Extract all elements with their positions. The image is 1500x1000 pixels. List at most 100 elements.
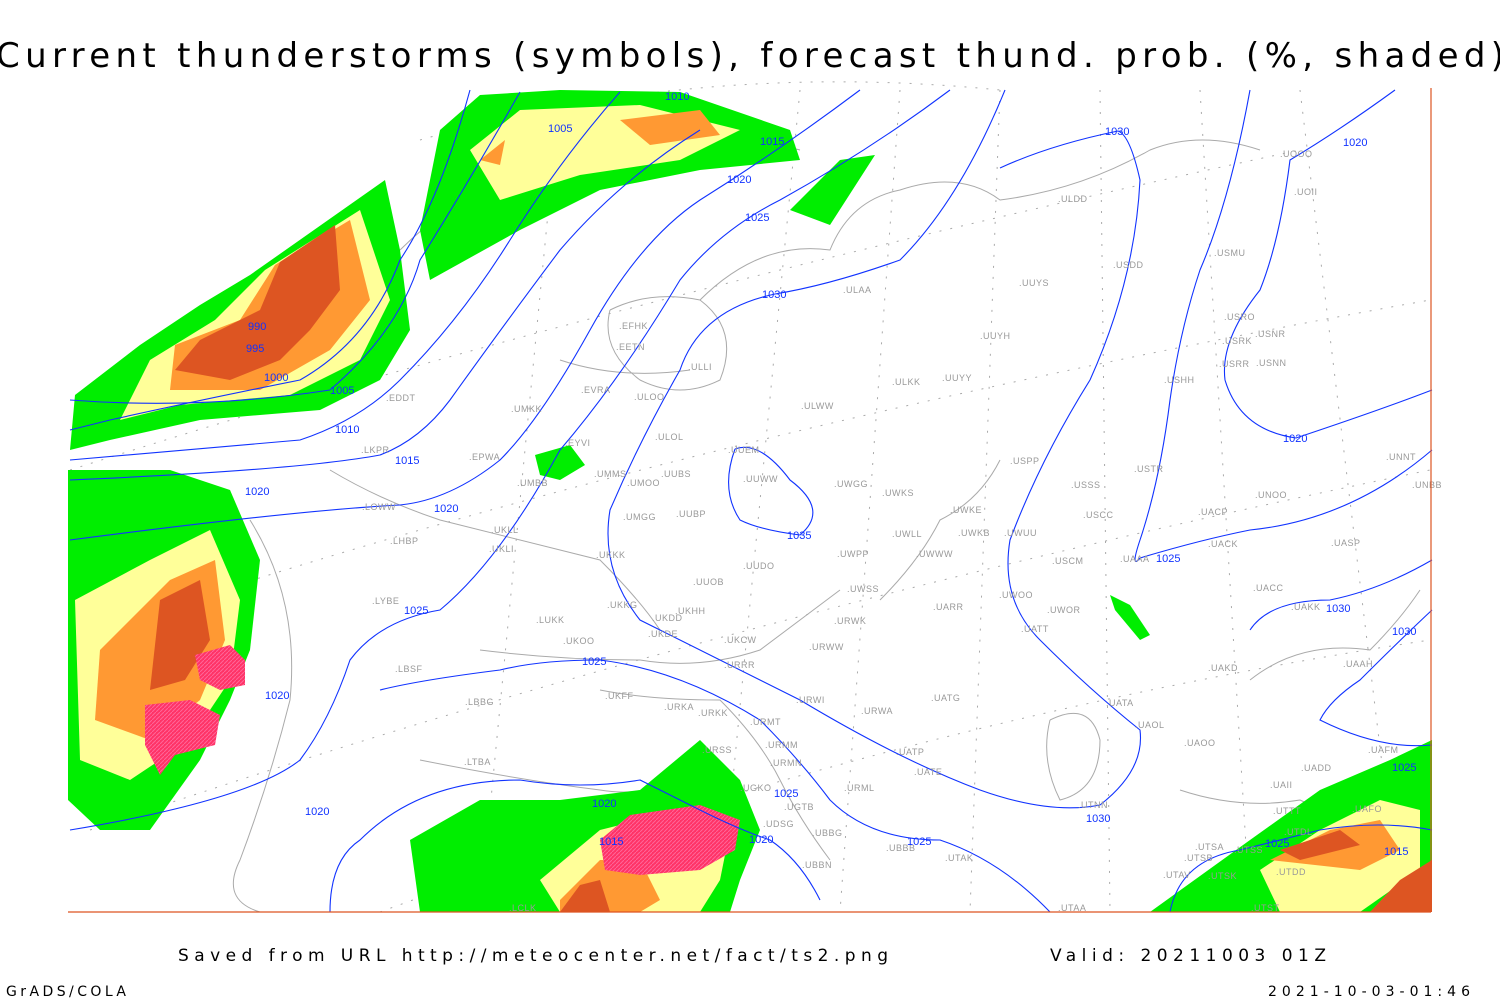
isobar-label: 1025	[582, 656, 606, 668]
station-label: .UAFO	[1352, 804, 1382, 814]
station-label: .USMU	[1214, 248, 1246, 258]
station-label: .URRR	[724, 660, 755, 670]
station-label: .UMKK	[511, 404, 542, 414]
station-label: .URML	[844, 783, 875, 793]
station-label: .UBBN	[802, 860, 832, 870]
station-label: .UWUU	[1004, 528, 1037, 538]
station-label: .URWK	[834, 616, 866, 626]
station-label: .USTR	[1134, 464, 1164, 474]
station-label: .USRK	[1222, 336, 1252, 346]
coastline	[599, 689, 831, 861]
isobar-label: 1000	[264, 372, 288, 384]
isobar-line	[1319, 609, 1433, 747]
station-label: .UTSA	[1195, 842, 1224, 852]
probability-area-level-4	[150, 580, 210, 690]
probability-area-level-3	[620, 110, 720, 145]
station-label: .EYVI	[565, 438, 591, 448]
station-label: .UBBB	[886, 843, 916, 853]
station-label: .UNNT	[1386, 452, 1416, 462]
station-label: .LKPR	[361, 445, 390, 455]
station-label: .URSS	[702, 745, 732, 755]
isobar-label: 1020	[592, 798, 616, 810]
probability-area-level-3	[480, 140, 505, 165]
station-label: .UATP	[896, 747, 924, 757]
station-label: .UARR	[933, 602, 964, 612]
station-label: .URWW	[809, 642, 844, 652]
source-url-text: Saved from URL http://meteocenter.net/fa…	[178, 946, 888, 966]
isobar-label: 1015	[1384, 846, 1408, 858]
station-label: .ULKK	[892, 377, 921, 387]
station-label: .UATG	[931, 693, 960, 703]
station-label: .UWKB	[958, 528, 990, 538]
station-label: .UTNN	[1078, 800, 1108, 810]
station-label: .LUKK	[536, 615, 565, 625]
station-label: .UKHH	[675, 606, 706, 616]
isobar-label: 1030	[1105, 126, 1129, 138]
isobar-label: 1020	[749, 834, 773, 846]
coastline	[879, 459, 1001, 601]
station-label: .USRR	[1219, 359, 1250, 369]
isobar-line	[728, 446, 814, 536]
station-label: .USNN	[1256, 358, 1287, 368]
station-label: .EETN	[616, 342, 645, 352]
isobar-label: 1020	[1283, 433, 1307, 445]
station-label: .USNR	[1255, 329, 1286, 339]
isobar-label: 1030	[1326, 603, 1350, 615]
station-label: .UUBS	[661, 469, 691, 479]
station-label: .URWA	[861, 706, 893, 716]
station-label: .UKLI	[489, 544, 514, 554]
station-label: .UTDL	[1284, 827, 1313, 837]
thunderstorm-symbol-cluster	[145, 700, 220, 775]
station-label: .UWSS	[847, 584, 879, 594]
station-label: .UAAA	[1120, 554, 1150, 564]
station-label: .UAOL	[1135, 720, 1165, 730]
isobar-label: 1025	[907, 836, 931, 848]
station-label: .UNBB	[1412, 480, 1442, 490]
isobar-line	[379, 659, 1051, 913]
station-label: .UKFF	[605, 691, 634, 701]
isobar-label: 995	[246, 343, 264, 355]
station-labels: .ULDD .UOOO .UOII .USDD .USMU .UUYS .ULAA .USRO…	[361, 149, 1442, 913]
isobar-label: 1025	[745, 212, 769, 224]
station-label: .USCM	[1052, 556, 1084, 566]
isobar-line	[69, 89, 861, 541]
station-label: .UTSK	[1208, 871, 1237, 881]
coastline	[329, 469, 661, 631]
valid-time-text: Valid: 20211003 01Z	[1050, 946, 1326, 966]
isobar-line	[1134, 89, 1433, 562]
station-label: .UACK	[1208, 539, 1238, 549]
station-label: .UADD	[1301, 763, 1332, 773]
isobar-label: 1035	[787, 530, 811, 542]
station-label: .URMM	[765, 740, 798, 750]
isobar-label: 1020	[245, 486, 269, 498]
isobar-label: 990	[248, 321, 266, 333]
station-label: .USHH	[1164, 375, 1195, 385]
coastline	[559, 359, 691, 374]
probability-area-level-1	[1110, 595, 1150, 640]
station-label: .URMT	[750, 717, 781, 727]
isobar-line	[69, 91, 621, 461]
station-label: .UKCW	[724, 635, 757, 645]
probability-area-level-1	[790, 155, 875, 225]
station-label: .UMOO	[627, 478, 660, 488]
station-label: .UTSB	[1184, 853, 1213, 863]
coastline	[479, 589, 841, 664]
station-label: .UWKS	[882, 488, 914, 498]
station-label: .EVRA	[581, 385, 611, 395]
isobar-label: 1020	[265, 690, 289, 702]
station-label: .UMBB	[517, 478, 548, 488]
thunderstorm-symbol-cluster	[600, 805, 740, 875]
station-label: .UOII	[1294, 187, 1318, 197]
station-label: .ULOO	[634, 392, 665, 402]
grid-line	[969, 89, 1001, 913]
station-label: .UWOO	[999, 590, 1033, 600]
isobar-label: 1020	[434, 503, 458, 515]
station-label: .UBBG	[812, 828, 843, 838]
station-label: .UACC	[1253, 583, 1284, 593]
isobar-line	[1169, 824, 1433, 913]
station-label: .USCC	[1083, 510, 1114, 520]
station-label: .ULLI	[688, 362, 712, 372]
probability-area-level-4	[1280, 830, 1360, 860]
station-label: .UKOO	[563, 636, 595, 646]
lat-lon-grid	[69, 81, 1431, 913]
